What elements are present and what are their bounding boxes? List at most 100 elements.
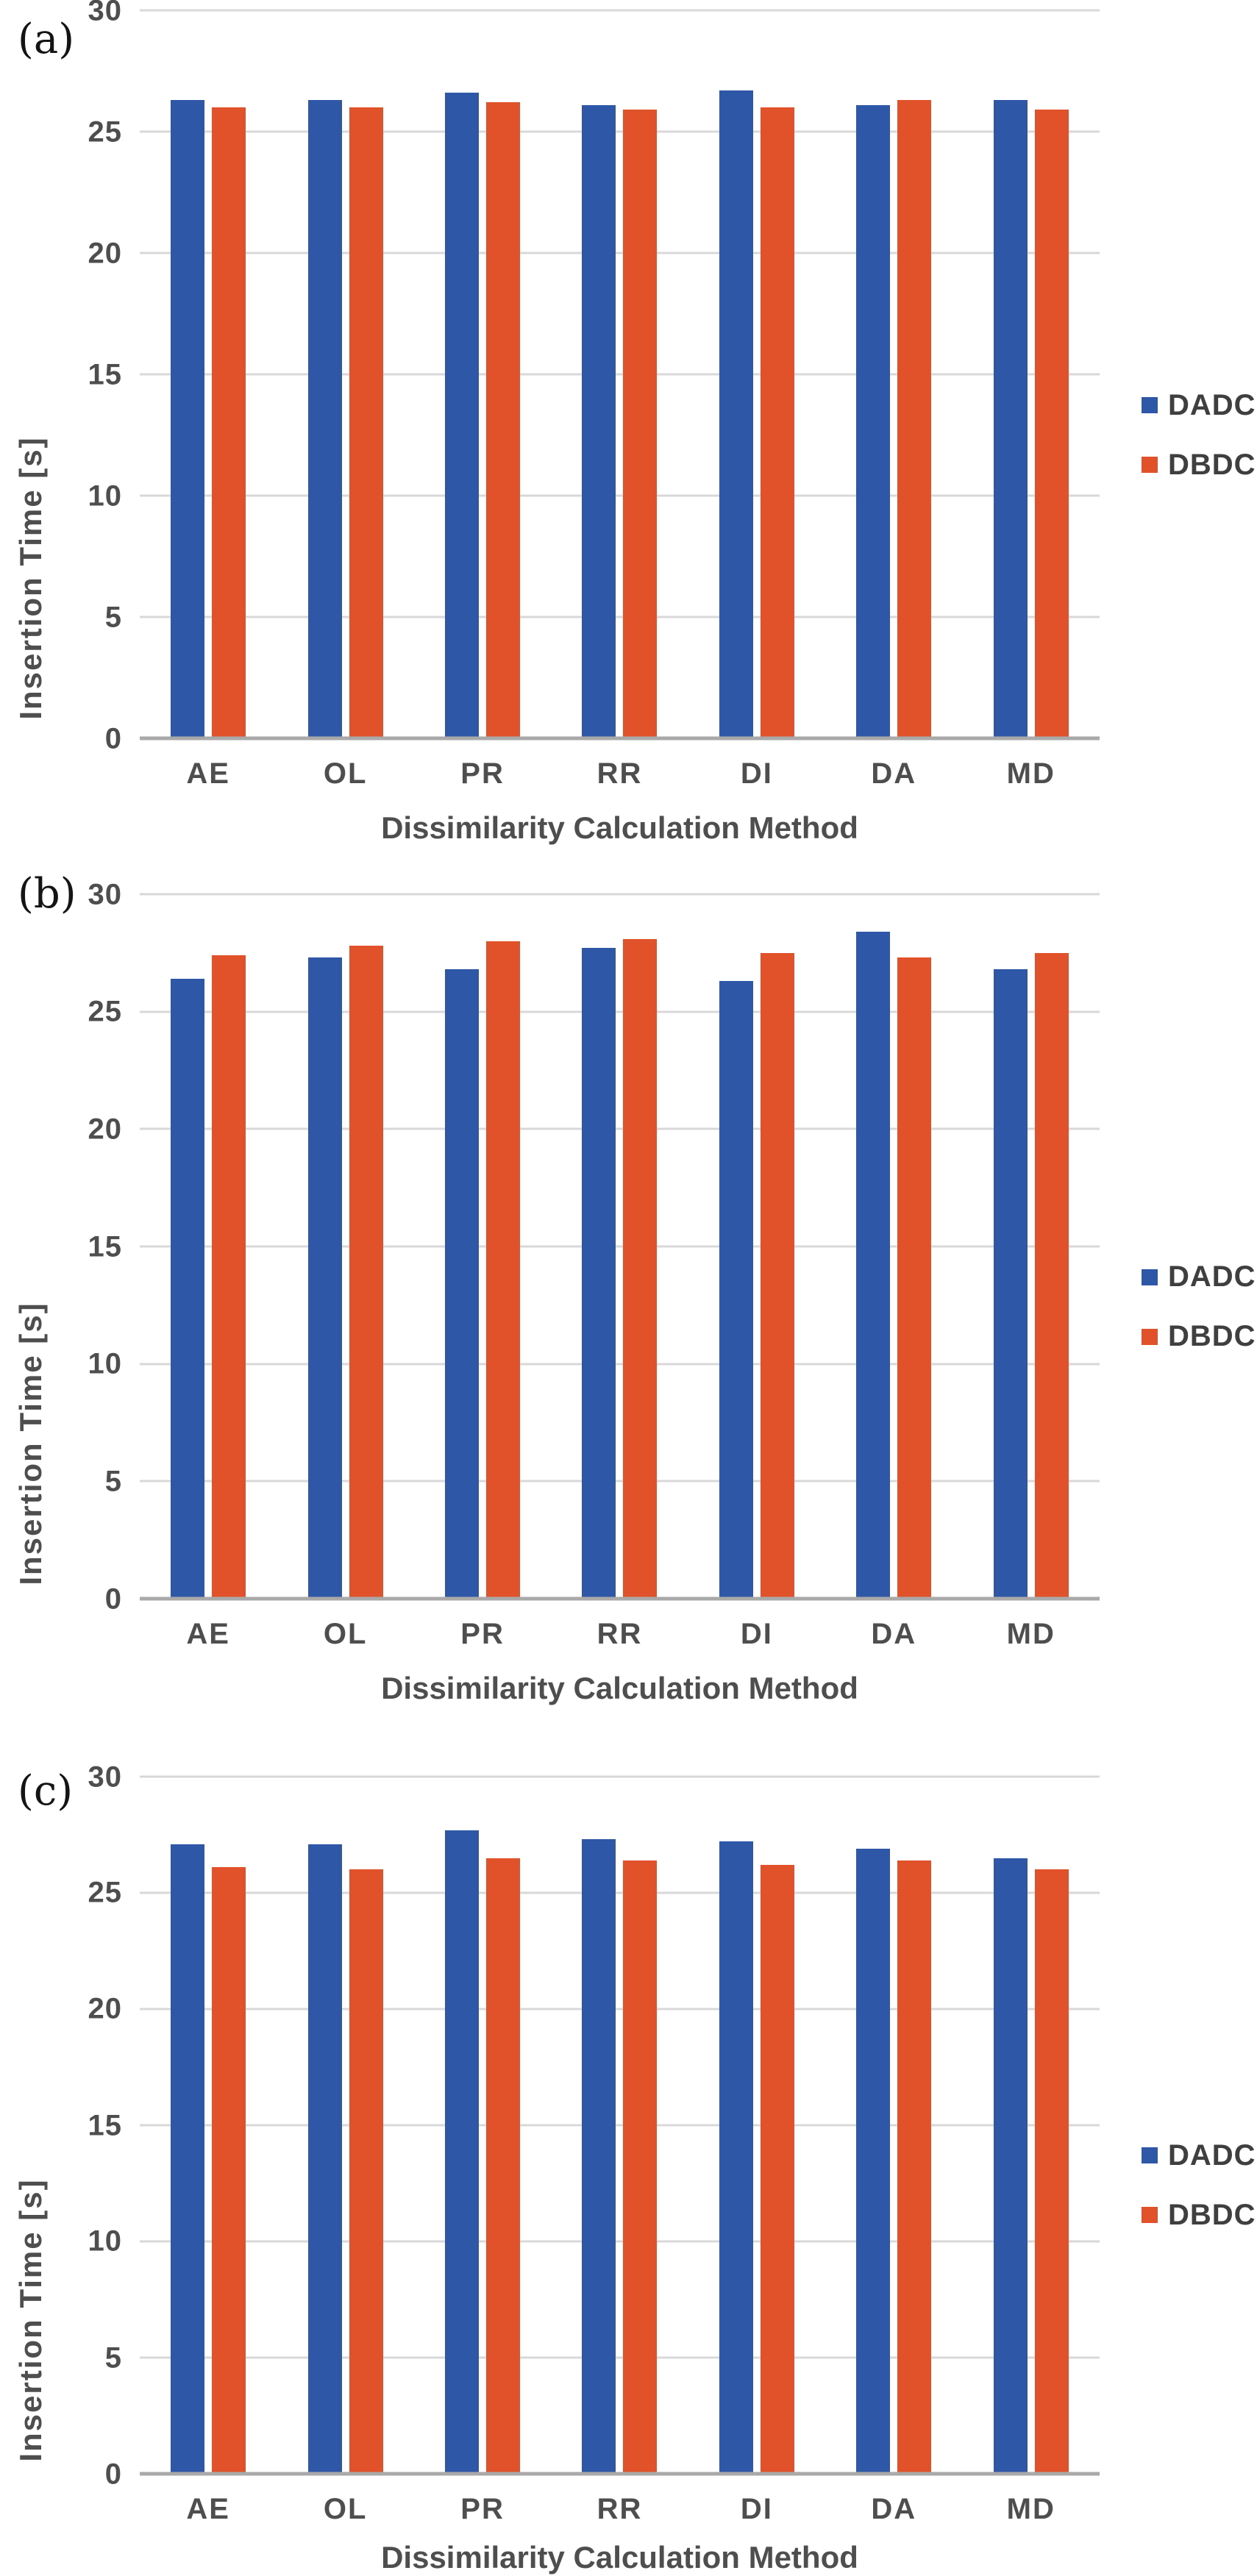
legend-swatch-dadc: [1142, 2147, 1158, 2164]
bar-dadc-md: [993, 1858, 1028, 2474]
y-tick-label: 10: [88, 2224, 122, 2258]
plot-area: 30 25 20 15 10 5 0: [88, 1762, 1100, 2488]
gridline: 10: [88, 481, 1100, 510]
x-category-labels: AE OL PR RR DI DA MD: [140, 757, 1100, 791]
legend-label: DADC: [1168, 388, 1256, 421]
legend-item-dbdc: DBDC: [1142, 2199, 1256, 2232]
bar-group-di: [688, 1777, 825, 2474]
x-category-label: RR: [597, 1618, 643, 1650]
bar-dadc-pr: [445, 93, 480, 738]
gridline: 25: [88, 117, 1100, 146]
panel-label: (a): [18, 15, 75, 63]
bar-dbdc-md: [1034, 952, 1069, 1599]
y-tick-label: 10: [88, 479, 122, 512]
bars-layer: [140, 894, 1100, 1599]
bar-dadc-ae: [171, 978, 205, 1599]
plot-area: 30 25 20 15 10 5 0: [88, 880, 1100, 1613]
gridline: 15: [88, 2111, 1100, 2140]
x-category-label: MD: [1006, 757, 1055, 790]
legend-label: DBDC: [1168, 1320, 1256, 1353]
gridline: 10: [88, 2227, 1100, 2256]
legend-item-dadc: DADC: [1142, 1260, 1256, 1294]
x-category-label: DI: [740, 2493, 773, 2525]
bar-dadc-ae: [171, 100, 205, 738]
y-tick-label: 15: [88, 358, 122, 390]
legend-swatch-dbdc: [1142, 1328, 1158, 1345]
bars-layer: [140, 10, 1100, 738]
x-category-label: RR: [597, 757, 643, 790]
x-category-label: AE: [186, 1618, 230, 1650]
x-category-labels: AE OL PR RR DI DA MD: [140, 2493, 1100, 2526]
bar-dadc-md: [993, 969, 1028, 1599]
bar-dbdc-md: [1034, 110, 1069, 738]
bar-dbdc-ol: [349, 1869, 383, 2474]
x-axis-title: Dissimilarity Calculation Method: [381, 810, 858, 845]
panel-label: (b): [18, 870, 76, 918]
legend-swatch-dbdc: [1142, 2207, 1158, 2224]
legend-item-dadc: DADC: [1142, 389, 1256, 422]
bar-dadc-rr: [582, 948, 616, 1599]
plot-area: 30 25 20 15 10 5 0: [88, 0, 1100, 753]
legend-label: DBDC: [1168, 2198, 1256, 2231]
gridline: 30: [88, 0, 1100, 25]
x-category-label: MD: [1006, 1618, 1055, 1650]
x-category-labels: AE OL PR RR DI DA MD: [140, 1618, 1100, 1651]
bar-dbdc-da: [897, 100, 932, 738]
bar-dadc-pr: [445, 1830, 480, 2474]
y-tick-label: 25: [88, 995, 122, 1028]
x-axis-line: 0: [105, 2459, 1100, 2488]
bar-group-pr: [414, 894, 551, 1599]
bar-dbdc-ae: [212, 1867, 246, 2474]
y-tick-label: 30: [88, 0, 122, 26]
x-category-label: AE: [186, 2493, 230, 2525]
y-tick-label: 15: [88, 2109, 122, 2141]
x-axis-line: 0: [105, 1584, 1100, 1613]
bar-group-pr: [414, 10, 551, 738]
gridline: 5: [105, 2343, 1100, 2372]
chart-panel-c: (c) Insertion Time [s] 30 25 20 15 10 5 0 AE OL…: [0, 1694, 1257, 2576]
x-category-label: DI: [740, 1618, 773, 1650]
x-category-label: DA: [871, 2493, 917, 2525]
gridline: 15: [88, 1232, 1100, 1261]
x-axis-line: 0: [105, 724, 1100, 753]
y-tick-label: 0: [104, 2458, 122, 2490]
bar-dbdc-md: [1034, 1869, 1069, 2474]
bar-dadc-di: [719, 90, 753, 738]
bar-group-rr: [551, 10, 688, 738]
bar-dadc-ol: [307, 100, 342, 738]
gridline: 10: [88, 1349, 1100, 1379]
y-tick-label: 25: [88, 115, 122, 148]
gridline: 5: [105, 1466, 1100, 1496]
y-axis-title: Insertion Time [s]: [13, 1302, 48, 1585]
legend: DADC DBDC: [1142, 389, 1256, 482]
legend: DADC DBDC: [1142, 2139, 1256, 2232]
gridline: 30: [88, 1762, 1100, 1791]
y-tick-label: 5: [104, 601, 122, 633]
x-axis-title: Dissimilarity Calculation Method: [381, 1671, 858, 1705]
bar-group-ae: [140, 894, 277, 1599]
bar-group-md: [963, 894, 1100, 1599]
bar-group-rr: [551, 894, 688, 1599]
x-category-label: RR: [597, 2493, 643, 2525]
y-tick-label: 0: [104, 722, 122, 754]
gridline: 30: [88, 880, 1100, 909]
x-category-label: PR: [460, 2493, 505, 2525]
bar-dadc-ol: [307, 1844, 342, 2474]
legend-swatch-dbdc: [1142, 457, 1158, 474]
gridline: 20: [88, 1114, 1100, 1143]
bar-dadc-pr: [445, 969, 480, 1599]
y-tick-label: 5: [104, 1465, 122, 1498]
bar-group-ol: [277, 894, 413, 1599]
x-category-label: DA: [871, 1618, 917, 1650]
y-tick-label: 10: [88, 1347, 122, 1380]
y-tick-label: 20: [88, 1992, 122, 2025]
legend: DADC DBDC: [1142, 1260, 1256, 1353]
panel-label: (c): [18, 1767, 74, 1815]
gridline: 20: [88, 238, 1100, 268]
bar-dadc-da: [856, 104, 891, 738]
y-tick-label: 15: [88, 1230, 122, 1263]
legend-label: DADC: [1168, 2138, 1256, 2172]
legend-item-dbdc: DBDC: [1142, 449, 1256, 482]
bar-group-ol: [277, 10, 413, 738]
bar-dbdc-pr: [486, 1858, 521, 2474]
